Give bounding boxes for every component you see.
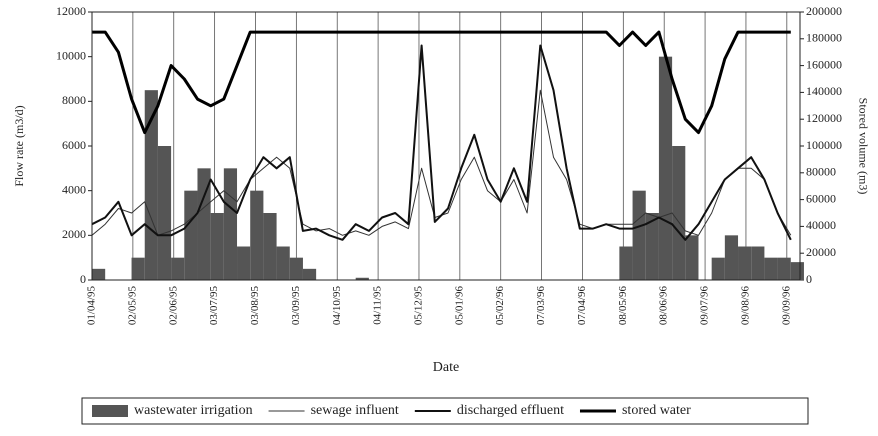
bar (237, 246, 251, 280)
y2-tick-label: 40000 (806, 218, 836, 232)
y2-tick-label: 200000 (806, 4, 842, 18)
y-axis-label: Flow rate (m3/d) (12, 105, 26, 186)
bar (711, 257, 725, 280)
x-tick-label: 02/06/95 (167, 286, 179, 326)
x-tick-label: 03/09/95 (290, 286, 302, 326)
bar (777, 257, 791, 280)
bar (210, 213, 224, 280)
bar (263, 213, 277, 280)
x-axis-label: Date (433, 360, 459, 375)
x-tick-label: 03/08/95 (249, 286, 261, 326)
y-tick-label: 12000 (56, 4, 86, 18)
bar (764, 257, 778, 280)
y2-tick-label: 80000 (806, 165, 836, 179)
legend-label: discharged effluent (457, 403, 564, 418)
x-tick-label: 01/04/95 (86, 286, 98, 326)
x-tick-label: 09/09/96 (780, 286, 792, 326)
x-tick-label: 08/05/96 (617, 286, 629, 326)
y-tick-label: 8000 (62, 93, 86, 107)
bar (223, 168, 238, 280)
bar (672, 146, 686, 280)
x-tick-label: 09/07/96 (699, 286, 711, 326)
x-tick-label: 08/06/96 (658, 286, 670, 326)
legend-label: stored water (622, 403, 691, 418)
bar (276, 246, 290, 280)
bar (250, 190, 264, 280)
x-tick-label: 04/10/95 (331, 286, 343, 326)
legend-label: sewage influent (311, 403, 399, 418)
x-tick-label: 05/12/95 (413, 286, 425, 326)
bar (645, 213, 659, 280)
bar (289, 257, 303, 280)
x-tick-label: 07/04/96 (576, 286, 588, 326)
y-tick-label: 4000 (62, 182, 86, 196)
plot-frame (91, 11, 801, 281)
y2-axis-label: Stored volume (m3) (856, 98, 870, 195)
y2-tick-label: 160000 (806, 57, 842, 71)
bar (738, 246, 752, 280)
bar (184, 190, 198, 280)
line (92, 30, 791, 135)
y-tick-label: 0 (80, 272, 86, 286)
y2-tick-label: 20000 (806, 245, 836, 259)
bar (131, 257, 145, 280)
legend-swatch (92, 405, 128, 417)
bar (171, 257, 185, 280)
y2-tick-label: 180000 (806, 31, 842, 45)
y2-tick-label: 120000 (806, 111, 842, 125)
bar (724, 235, 739, 280)
y-tick-label: 2000 (62, 227, 86, 241)
x-tick-label: 05/01/96 (453, 286, 465, 326)
x-tick-label: 07/03/96 (535, 286, 547, 326)
x-tick-label: 02/05/95 (126, 286, 138, 326)
bar (658, 56, 673, 280)
bar (157, 146, 172, 280)
bar (751, 246, 765, 280)
bar (92, 268, 106, 280)
y2-tick-label: 60000 (806, 191, 836, 205)
bar (619, 246, 633, 280)
bar (355, 277, 369, 280)
bar (197, 168, 211, 280)
x-tick-label: 03/07/95 (208, 286, 220, 326)
bar (790, 262, 804, 280)
bar (685, 235, 699, 280)
legend-label: wastewater irrigation (134, 403, 253, 418)
y2-tick-label: 0 (806, 272, 812, 286)
x-tick-label: 09/08/96 (739, 286, 751, 326)
legend-box (81, 397, 809, 425)
x-tick-label: 05/02/96 (494, 286, 506, 326)
y-tick-label: 10000 (56, 48, 86, 62)
bar (302, 268, 317, 280)
y-tick-label: 6000 (62, 138, 86, 152)
bar (632, 190, 646, 280)
y2-tick-label: 140000 (806, 84, 842, 98)
x-tick-label: 04/11/95 (372, 286, 384, 325)
line (91, 44, 792, 241)
y2-tick-label: 100000 (806, 138, 842, 152)
